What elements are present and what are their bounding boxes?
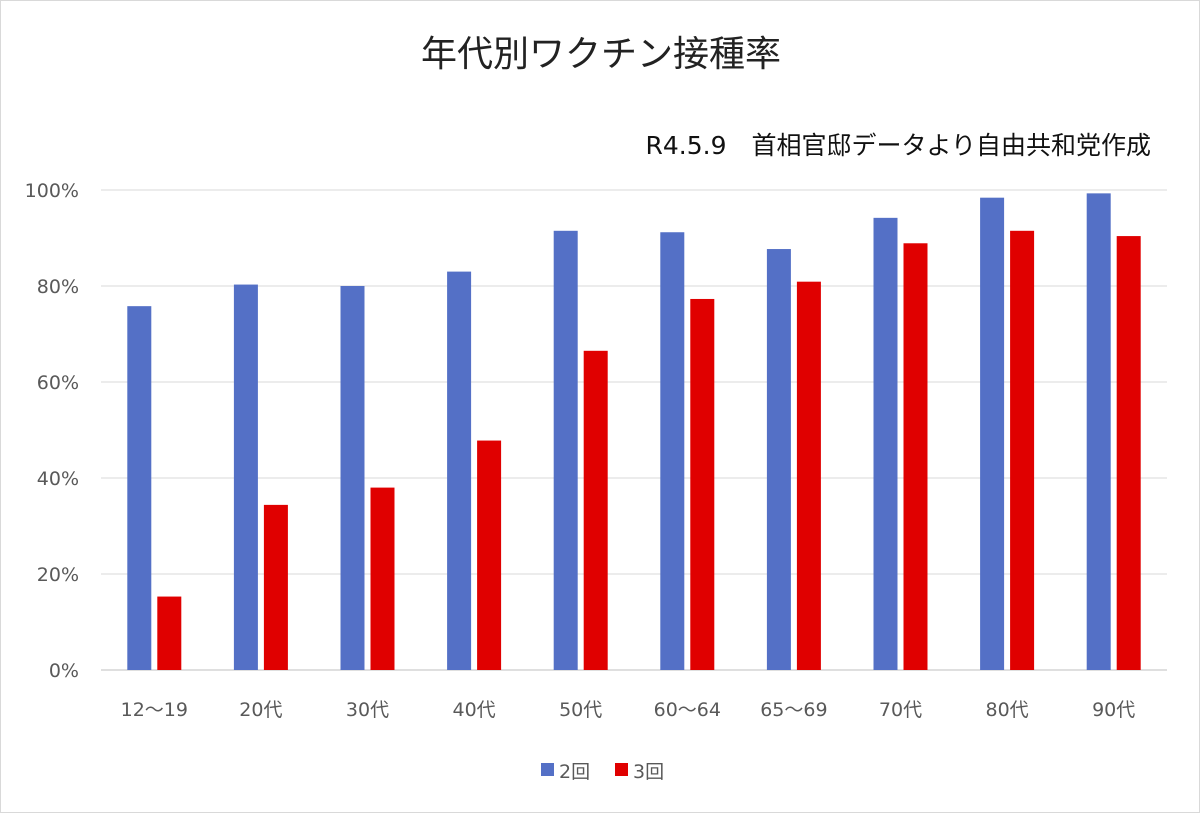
y-tick-label: 40% [37, 468, 79, 490]
bar-series1 [660, 232, 685, 671]
bar-series1 [127, 306, 152, 670]
bar-series2 [796, 281, 821, 670]
chart-title: 年代別ワクチン接種率 [421, 34, 781, 75]
legend-label: 3回 [633, 761, 664, 783]
y-tick-label: 80% [37, 276, 79, 298]
x-category-label: 60～64 [654, 699, 721, 721]
y-tick-label: 20% [37, 564, 79, 586]
bar-series1 [980, 197, 1005, 670]
x-category-label: 50代 [559, 699, 602, 721]
chart-subtitle: R4.5.9 首相官邸データより自由共和党作成 [646, 131, 1151, 160]
x-category-label: 70代 [879, 699, 922, 721]
y-tick-label: 60% [37, 372, 79, 394]
x-category-label: 65～69 [760, 699, 827, 721]
bar-series2 [370, 487, 395, 670]
bar-series1 [447, 271, 472, 670]
bar-series1 [233, 284, 258, 670]
bar-series2 [583, 350, 608, 670]
bar-series1 [873, 217, 898, 670]
x-category-label: 30代 [346, 699, 389, 721]
bar-series2 [1010, 230, 1035, 671]
y-tick-label: 100% [25, 180, 79, 202]
bar-series1 [1086, 193, 1111, 671]
x-category-label: 80代 [986, 699, 1029, 721]
legend: 2回 3回 [541, 761, 664, 783]
bar-series2 [903, 243, 928, 670]
bar-series1 [766, 249, 791, 671]
y-tick-label: 0% [49, 660, 79, 682]
x-category-label: 40代 [453, 699, 496, 721]
x-category-label: 12～19 [121, 699, 188, 721]
legend-swatch [615, 763, 628, 776]
x-category-label: 20代 [239, 699, 282, 721]
x-category-label: 90代 [1092, 699, 1135, 721]
legend-label: 2回 [559, 761, 590, 783]
y-axis-ticks: 0% 20% 40% 60% 80% 100% [25, 180, 79, 682]
bar-series1 [340, 286, 365, 670]
bar-series1 [553, 230, 578, 671]
x-axis-categories: 12～19 20代 30代 40代 50代 60～64 65～69 70代 80代 90代 [121, 699, 1136, 721]
bar-series2 [263, 504, 288, 670]
bar-series2 [690, 298, 715, 670]
bar-series2 [477, 440, 502, 670]
bar-series2 [157, 596, 182, 670]
bar-series2 [1116, 236, 1141, 670]
grid-lines [101, 189, 1167, 671]
bars [127, 193, 1141, 671]
legend-swatch [541, 763, 554, 776]
